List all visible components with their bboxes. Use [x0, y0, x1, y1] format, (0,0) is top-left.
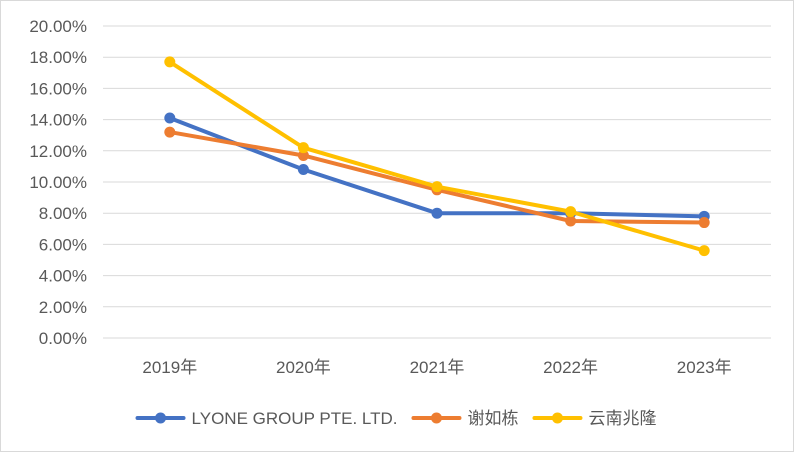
data-point — [431, 207, 443, 219]
legend-point-marker — [551, 412, 563, 424]
legend-item: 谢如栋 — [411, 409, 518, 428]
y-tick-label: 8.00% — [39, 204, 87, 223]
data-point — [297, 149, 309, 161]
data-point — [698, 245, 710, 257]
legend-item: LYONE GROUP PTE. LTD. — [135, 409, 398, 428]
x-tick-label: 2019年 — [142, 358, 197, 377]
x-tick-label: 2020年 — [276, 358, 331, 377]
legend-label: 谢如栋 — [467, 409, 518, 428]
y-tick-label: 18.00% — [29, 48, 87, 67]
data-point — [164, 56, 176, 68]
y-tick-label: 20.00% — [29, 17, 87, 36]
x-tick-label: 2023年 — [677, 358, 732, 377]
y-tick-label: 2.00% — [39, 298, 87, 317]
legend-point-marker — [430, 412, 442, 424]
series-lines — [164, 56, 710, 257]
y-tick-label: 6.00% — [39, 235, 87, 254]
legend-item: 云南兆隆 — [532, 409, 656, 428]
legend-label: 云南兆隆 — [588, 409, 656, 428]
y-tick-label: 14.00% — [29, 111, 87, 130]
y-tick-label: 12.00% — [29, 142, 87, 161]
x-axis-tick-labels: 2019年 2020年 2021年 2022年 2023年 — [142, 358, 731, 377]
y-axis-tick-labels: 0.00% 2.00% 4.00% 6.00% 8.00% 10.00% 12.00% 14.… — [29, 17, 87, 348]
x-tick-label: 2022年 — [543, 358, 598, 377]
data-point — [431, 181, 443, 193]
data-point — [565, 215, 577, 227]
legend-point-marker — [155, 412, 167, 424]
data-point — [164, 112, 176, 124]
data-point — [698, 217, 710, 229]
series-line — [167, 116, 707, 219]
data-point — [565, 206, 577, 218]
y-tick-label: 0.00% — [39, 329, 87, 348]
legend: LYONE GROUP PTE. LTD. 谢如栋 云南兆隆 — [135, 409, 656, 428]
data-point — [297, 142, 309, 154]
x-tick-label: 2021年 — [410, 358, 465, 377]
series-3 — [164, 56, 710, 257]
y-tick-label: 16.00% — [29, 79, 87, 98]
y-tick-label: 4.00% — [39, 267, 87, 286]
data-point — [297, 164, 309, 176]
data-point — [164, 126, 176, 138]
series-1 — [164, 112, 710, 222]
legend-label: LYONE GROUP PTE. LTD. — [192, 409, 398, 428]
y-tick-label: 10.00% — [29, 173, 87, 192]
